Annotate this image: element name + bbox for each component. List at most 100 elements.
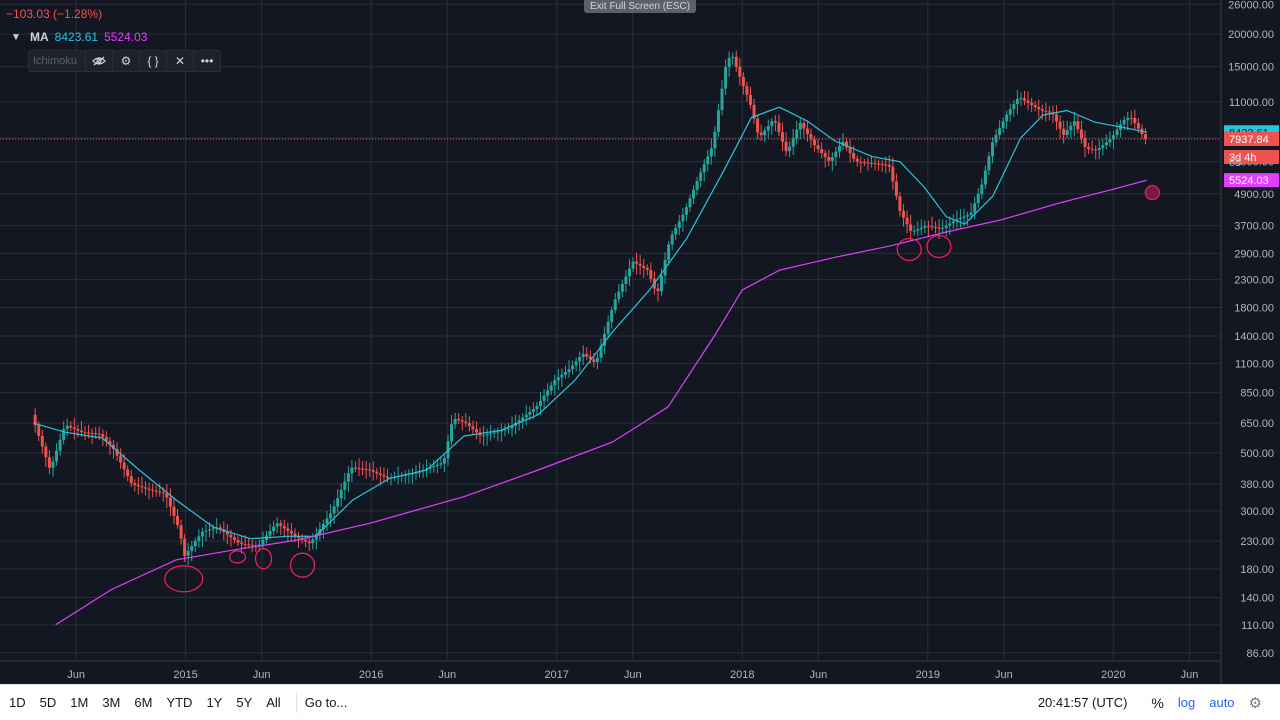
chart-area[interactable]: 26000.0020000.0015000.0011000.008000.006… xyxy=(0,0,1280,684)
candle-body xyxy=(1026,100,1030,103)
y-tick-label: 26000.00 xyxy=(1228,0,1274,11)
candle-body xyxy=(713,131,717,149)
annotation-ellipse xyxy=(926,234,952,259)
candle-body xyxy=(660,275,664,292)
gear-icon[interactable]: ⚙ xyxy=(112,51,139,71)
x-tick-label: 2020 xyxy=(1101,669,1125,681)
candle-body xyxy=(1072,121,1076,126)
candle-body xyxy=(499,430,503,432)
candle-body xyxy=(492,432,496,434)
gear-icon[interactable]: ⚙ xyxy=(1248,694,1262,712)
timeframe-5d[interactable]: 5D xyxy=(39,695,57,710)
candle-body xyxy=(460,420,464,422)
candle-body xyxy=(83,432,87,434)
x-tick-label: Jun xyxy=(67,669,85,681)
candle-body xyxy=(599,345,603,358)
candle-body xyxy=(133,483,137,486)
candle-body xyxy=(624,276,628,284)
timeframe-1d[interactable]: 1D xyxy=(9,695,26,710)
y-tick-label: 230.00 xyxy=(1240,536,1274,548)
ma-legend: ▼ MA 8423.61 5524.03 xyxy=(8,28,147,46)
candle-body xyxy=(773,121,777,123)
candle-body xyxy=(692,189,696,199)
candle-body xyxy=(243,543,247,545)
candle-body xyxy=(745,85,749,95)
candle-body xyxy=(161,492,165,494)
candle-body xyxy=(926,226,930,228)
candle-body xyxy=(385,476,389,479)
candle-body xyxy=(325,518,329,524)
exit-fullscreen-button[interactable]: Exit Full Screen (ESC) xyxy=(584,0,697,13)
candle-body xyxy=(101,434,105,437)
candle-body xyxy=(603,333,607,346)
x-tick-label: Jun xyxy=(438,669,456,681)
timeframe-all[interactable]: All xyxy=(266,695,281,710)
candle-body xyxy=(866,162,870,164)
candle-body xyxy=(1136,123,1140,129)
price-change-label: −103.03 (−1.28%) xyxy=(6,7,103,21)
candle-body xyxy=(336,498,340,507)
candle-body xyxy=(257,544,261,546)
candle-body xyxy=(987,156,991,171)
candle-body xyxy=(902,210,906,218)
candle-body xyxy=(289,531,293,534)
candle-body xyxy=(304,539,308,542)
candle-body xyxy=(894,181,898,197)
candle-body xyxy=(898,196,902,211)
candle-body xyxy=(1083,138,1087,148)
candle-body xyxy=(94,433,98,435)
more-icon[interactable]: ••• xyxy=(193,51,220,71)
candle-body xyxy=(542,395,546,401)
chevron-down-icon[interactable]: ▼ xyxy=(11,31,21,43)
candle-body xyxy=(944,225,948,228)
x-tick-label: Jun xyxy=(809,669,827,681)
y-tick-label: 86.00 xyxy=(1246,648,1274,660)
candle-body xyxy=(329,513,333,519)
candle-body xyxy=(1012,104,1016,110)
timeframe-ytd[interactable]: YTD xyxy=(166,695,193,710)
timeframe-5y[interactable]: 5Y xyxy=(236,695,253,710)
timeframe-1m[interactable]: 1M xyxy=(70,695,89,710)
candle-body xyxy=(47,457,51,468)
eye-hidden-icon[interactable] xyxy=(85,51,112,71)
close-icon[interactable]: ✕ xyxy=(166,51,193,71)
braces-icon[interactable]: { } xyxy=(139,51,166,71)
candle-body xyxy=(183,538,187,556)
candle-body xyxy=(731,56,735,58)
candle-body xyxy=(236,539,240,543)
candle-body xyxy=(677,221,681,228)
candle-body xyxy=(1008,109,1012,115)
price-chart[interactable]: 26000.0020000.0015000.0011000.008000.006… xyxy=(0,0,1280,684)
candle-body xyxy=(695,180,699,190)
candle-body xyxy=(788,146,792,152)
candle-body xyxy=(339,489,343,499)
candle-body xyxy=(1023,98,1027,101)
candle-body xyxy=(211,528,215,530)
x-tick-label: 2018 xyxy=(730,669,754,681)
candle-body xyxy=(87,432,91,434)
candle-body xyxy=(966,215,970,217)
utc-clock[interactable]: 20:41:57 (UTC) xyxy=(1037,695,1128,710)
log-scale-toggle[interactable]: log xyxy=(1177,695,1196,710)
timeframe-1y[interactable]: 1Y xyxy=(206,695,223,710)
candle-body xyxy=(378,473,382,475)
candle-body xyxy=(1133,117,1137,124)
percent-scale-toggle[interactable]: % xyxy=(1151,694,1164,711)
candle-body xyxy=(168,497,172,507)
y-tick-label: 1400.00 xyxy=(1234,331,1274,343)
y-tick-label: 850.00 xyxy=(1240,388,1274,400)
auto-scale-toggle[interactable]: auto xyxy=(1209,695,1235,710)
candle-body xyxy=(610,310,614,322)
candle-body xyxy=(1065,130,1069,135)
goto-date-button[interactable]: Go to... xyxy=(304,695,348,710)
timeframe-3m[interactable]: 3M xyxy=(102,695,121,710)
plot-background xyxy=(0,0,1221,661)
candle-body xyxy=(990,142,994,157)
candle-body xyxy=(272,526,276,532)
candle-body xyxy=(1122,120,1126,125)
candle-body xyxy=(286,528,290,532)
candle-body xyxy=(111,444,115,449)
candle-body xyxy=(1097,148,1101,150)
timeframe-6m[interactable]: 6M xyxy=(134,695,153,710)
candle-body xyxy=(229,534,233,538)
